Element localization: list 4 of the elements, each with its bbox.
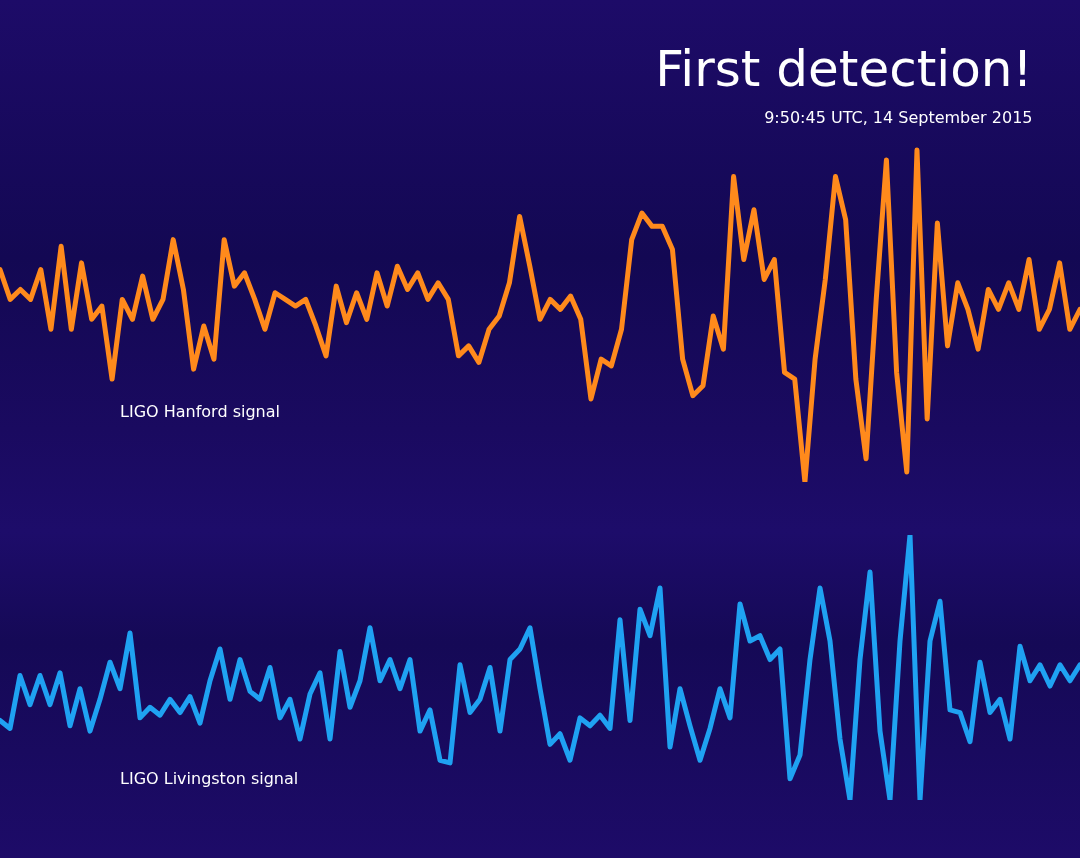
chart-subtitle: 9:50:45 UTC, 14 September 2015 — [764, 107, 1033, 127]
series-label: LIGO Livingston signal — [120, 769, 299, 788]
chart-title: First detection! — [655, 39, 1033, 98]
series-label: LIGO Hanford signal — [120, 402, 280, 421]
